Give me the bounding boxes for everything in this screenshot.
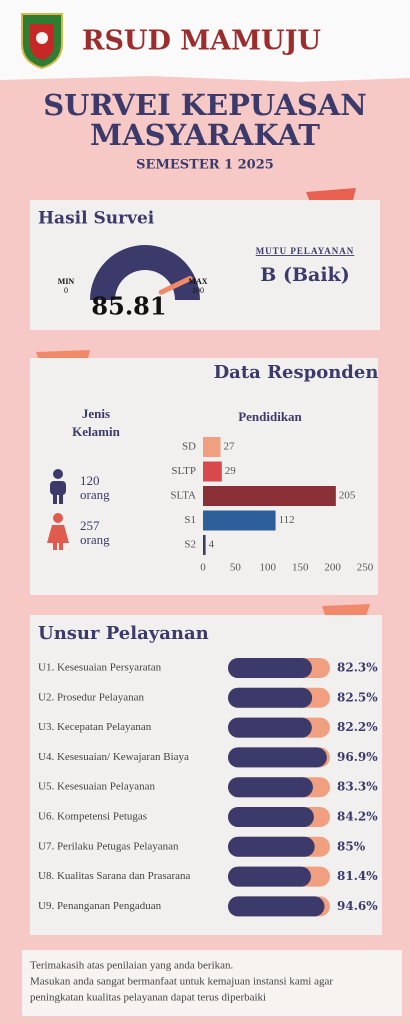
male-count: 120 [80, 473, 100, 488]
category-label: SLTP [171, 465, 196, 477]
bar [228, 777, 313, 798]
bar [228, 717, 312, 738]
male-unit: orang [80, 487, 110, 502]
x-tick-label: 50 [230, 562, 242, 574]
bar [228, 836, 315, 857]
category-label: SD [182, 441, 196, 453]
x-tick-label: 0 [200, 562, 206, 574]
male-icon [50, 469, 66, 504]
category-label: U8. Kualitas Sarana dan Prasarana [38, 870, 191, 882]
bar [228, 896, 325, 917]
bar [228, 747, 327, 768]
category-label: U9. Penanganan Pengaduan [38, 900, 162, 912]
category-label: SLTA [170, 490, 196, 502]
female-icon [47, 513, 69, 550]
value-label: 82.5% [337, 690, 378, 704]
semester: SEMESTER 1 2025 [136, 158, 274, 173]
gauge-min-label: MIN [58, 277, 75, 286]
x-tick-label: 200 [324, 562, 341, 574]
value-label: 81.4% [337, 869, 378, 883]
decoration [322, 604, 370, 618]
gauge-needle [158, 275, 193, 295]
value-label: 29 [225, 465, 237, 477]
value-label: 94.6% [337, 899, 378, 913]
category-label: U6. Kompetensi Petugas [38, 811, 147, 823]
value-label: 4 [209, 539, 215, 551]
gauge-tick-label: 100 [192, 286, 204, 295]
survey-title: SURVEI KEPUASAN [43, 88, 367, 122]
bar [203, 437, 221, 457]
card [30, 200, 380, 330]
value-label: 112 [279, 514, 295, 526]
section-title: Data Responden [214, 362, 379, 383]
bar [228, 866, 312, 887]
quality-label: MUTU PELAYANAN [256, 246, 355, 256]
survey-title: MASYARAKAT [90, 118, 320, 152]
bar [228, 687, 313, 708]
value-label: 27 [223, 441, 235, 453]
bar [203, 461, 222, 482]
female-count: 257 [80, 518, 100, 533]
bar [228, 807, 314, 827]
value-label: 96.9% [337, 750, 378, 764]
value-label: 83.3% [337, 780, 378, 794]
category-label: U5. Kesesuaian Pelayanan [38, 781, 155, 793]
gender-title: Kelamin [72, 424, 120, 439]
category-label: S2 [184, 539, 196, 551]
value-label: 82.2% [337, 720, 378, 734]
hospital-name: RSUD MAMUJU [82, 26, 321, 57]
category-label: U4. Kesesuaian/ Kewajaran Biaya [38, 751, 189, 763]
category-label: U2. Prosedur Pelayanan [38, 691, 145, 703]
gauge-tick-label: 0 [64, 286, 68, 295]
chart-title: Hasil Survei [38, 209, 155, 229]
bar [203, 510, 276, 531]
value-label: 205 [339, 490, 356, 502]
female-unit: orang [80, 532, 110, 547]
gauge-max-label: MAX [188, 277, 207, 286]
bar [228, 658, 312, 678]
value-label: 82.3% [337, 661, 378, 675]
footer-card [22, 950, 402, 1016]
category-label: U1. Kesesuaian Persyaratan [38, 662, 162, 674]
footer-text: Terimakasih atas penilaian yang anda ber… [30, 960, 234, 972]
quality-value: B (Baik) [260, 264, 349, 286]
logo [21, 13, 63, 70]
value-label: 84.2% [337, 810, 378, 824]
education-chart: Pendidikan SD 27 SLTP 29 SLTA 205 S1 112 S2 40 50 10… [170, 409, 373, 574]
gender-title: Jenis [82, 406, 110, 421]
footer-text: peningkatan kualitas pelayanan dapat ter… [30, 992, 266, 1004]
x-tick-label: 250 [357, 562, 374, 574]
x-tick-label: 150 [292, 562, 309, 574]
category-label: U3. Kecepatan Pelayanan [38, 721, 152, 733]
category-label: U7. Perilaku Petugas Pelayanan [38, 840, 179, 852]
value-label: 85% [337, 839, 366, 853]
footer-text: Masukan anda sangat bermanfaat untuk kem… [30, 976, 333, 988]
bar [203, 535, 206, 555]
x-tick-label: 100 [260, 562, 277, 574]
gauge-value: 85.81 [91, 292, 166, 321]
chart-title: Pendidikan [238, 409, 302, 424]
service-chart: Unsur Pelayanan U1. Kesesuaian Persyarata… [38, 623, 378, 917]
header-band [0, 0, 410, 82]
bar [203, 486, 336, 506]
category-label: S1 [184, 514, 196, 526]
chart-title: Unsur Pelayanan [38, 623, 209, 644]
